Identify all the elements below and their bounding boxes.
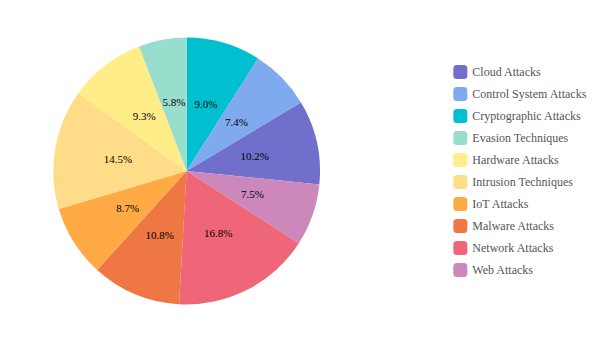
svg-text:Web Attacks: Web Attacks — [472, 263, 533, 277]
svg-text:Cloud Attacks: Cloud Attacks — [472, 65, 541, 79]
svg-text:16.8%: 16.8% — [204, 227, 232, 239]
svg-text:Control System Attacks: Control System Attacks — [472, 87, 586, 101]
svg-text:8.7%: 8.7% — [116, 202, 139, 214]
svg-text:Evasion Techniques: Evasion Techniques — [472, 131, 568, 145]
svg-text:Cryptographic Attacks: Cryptographic Attacks — [472, 109, 581, 123]
svg-text:5.8%: 5.8% — [163, 96, 186, 108]
svg-text:10.2%: 10.2% — [240, 150, 268, 162]
svg-text:Network Attacks: Network Attacks — [472, 241, 553, 255]
svg-text:Hardware Attacks: Hardware Attacks — [472, 153, 559, 167]
svg-text:9.3%: 9.3% — [133, 110, 156, 122]
svg-text:IoT Attacks: IoT Attacks — [472, 197, 528, 211]
svg-text:9.0%: 9.0% — [195, 98, 218, 110]
svg-text:10.8%: 10.8% — [146, 229, 174, 241]
svg-text:14.5%: 14.5% — [104, 153, 132, 165]
svg-text:7.5%: 7.5% — [241, 188, 264, 200]
svg-text:Malware Attacks: Malware Attacks — [472, 219, 554, 233]
svg-text:Intrusion Techniques: Intrusion Techniques — [472, 175, 573, 189]
svg-text:7.4%: 7.4% — [225, 116, 248, 128]
